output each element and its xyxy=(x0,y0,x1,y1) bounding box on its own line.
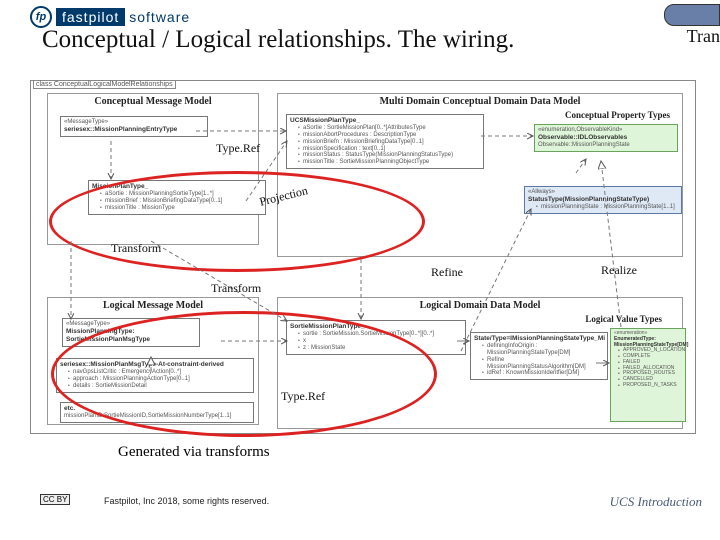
stereotype: «enumeration,ObservableKind» xyxy=(538,127,674,134)
label-transform-1: Transform xyxy=(111,241,161,256)
label-typeref-2: Type.Ref xyxy=(281,389,325,404)
label-transform-2: Transform xyxy=(211,281,261,296)
label-refine: Refine xyxy=(431,265,463,280)
panel-lddm-title: Logical Domain Data Model xyxy=(278,300,682,311)
side-callout: Tran xyxy=(687,26,720,47)
attr: missionStatus : StatusType(MissionPlanni… xyxy=(298,152,480,159)
attr: missionBriefn : MissionBriefingDataType[… xyxy=(298,139,480,146)
lddm-enum: «enumeration» EnumeratedType: MissionPla… xyxy=(610,328,686,422)
highlight-oval-2 xyxy=(51,311,437,437)
stereotype: «MessageType» xyxy=(64,119,204,126)
logo-mark-icon: fp xyxy=(30,6,52,28)
highlight-oval-1 xyxy=(49,171,425,272)
attr: Refine MissionPlanningStatusAlgorithm[DM… xyxy=(482,357,604,371)
attr: missionSpecification : text[0..1] xyxy=(298,146,480,153)
classname: Observable::IDLObservables xyxy=(538,134,627,141)
stereotype: «Allways» xyxy=(528,189,678,196)
label-typeref-1: Type.Ref xyxy=(216,141,260,156)
attr: missionTitle : SortieMissionPlanningObje… xyxy=(298,159,480,166)
diagram-caption: class ConceptualLogicalModelRelationship… xyxy=(33,80,176,89)
lddm-state: State/Type=IMissionPlanningStateType_Mi … xyxy=(470,332,608,380)
classname: UCSMissionPlanType_ xyxy=(290,117,360,124)
attr-list: missionPlanningState : MissionPlanningSt… xyxy=(528,204,678,211)
generated-text: Generated via transforms xyxy=(118,444,270,461)
attr: missionAbortProcedures : DescriptionType xyxy=(298,132,480,139)
classname: seriesex::MissionPlanningEntryType xyxy=(64,126,177,133)
sub: Observable::MissionPlanningState xyxy=(538,142,674,149)
slide-title: Conceptual / Logical relationships. The … xyxy=(42,26,514,54)
classname: StatusType(MissionPlanningStateType) xyxy=(528,196,649,203)
panel-lmm-title: Logical Message Model xyxy=(48,300,258,311)
cmm-messagetype: «MessageType» seriesex::MissionPlanningE… xyxy=(60,116,208,137)
mcdm-ucs: UCSMissionPlanType_ aSortie : SortieMiss… xyxy=(286,114,484,169)
attr-list: definingInfoOrigin : MissionPlanningStat… xyxy=(474,343,604,377)
panel-mcdm-title: Multi Domain Conceptual Domain Data Mode… xyxy=(278,96,682,107)
classname: etc. xyxy=(64,405,75,412)
attr: aSortie : SortieMissionPlan[0..*]Attribu… xyxy=(298,125,480,132)
attr: idRef : KnownMissionIdentfier[DM] xyxy=(482,370,604,377)
side-callout-shape xyxy=(664,4,720,26)
uml-diagram: class ConceptualLogicalModelRelationship… xyxy=(30,80,696,434)
attr: missionPlanningState : MissionPlanningSt… xyxy=(536,204,678,211)
copyright: Fastpilot, Inc 2018, some rights reserve… xyxy=(104,496,269,506)
logo-suffix: software xyxy=(129,9,190,25)
panel-cmm-title: Conceptual Message Model xyxy=(48,96,258,107)
attr-list: aSortie : SortieMissionPlan[0..*]Attribu… xyxy=(290,125,480,166)
mcdm-status: «Allways» StatusType(MissionPlanningStat… xyxy=(524,186,682,214)
mcdm-enum: «enumeration,ObservableKind» Observable:… xyxy=(534,124,678,152)
logo-brand: fastpilot xyxy=(56,8,125,26)
label-realize: Realize xyxy=(601,263,637,278)
classname: State/Type=IMissionPlanningStateType_Mi xyxy=(474,335,605,342)
classname: EnumeratedType: MissionPlanningStateType… xyxy=(614,336,688,348)
attr: definingInfoOrigin : MissionPlanningStat… xyxy=(482,343,604,357)
panel-mcdm-sub: Conceptual Property Types xyxy=(565,110,670,120)
cc-badge: CC BY xyxy=(40,494,70,505)
literal: PROPOSED_N_TASKS xyxy=(618,383,682,389)
logo: fp fastpilot software xyxy=(30,6,190,28)
literal-list: APPROVED_N_LOCATION COMPLETE FAILED FAIL… xyxy=(614,348,682,388)
footer-brand: UCS Introduction xyxy=(610,494,702,510)
panel-lddm-sub: Logical Value Types xyxy=(585,314,662,324)
